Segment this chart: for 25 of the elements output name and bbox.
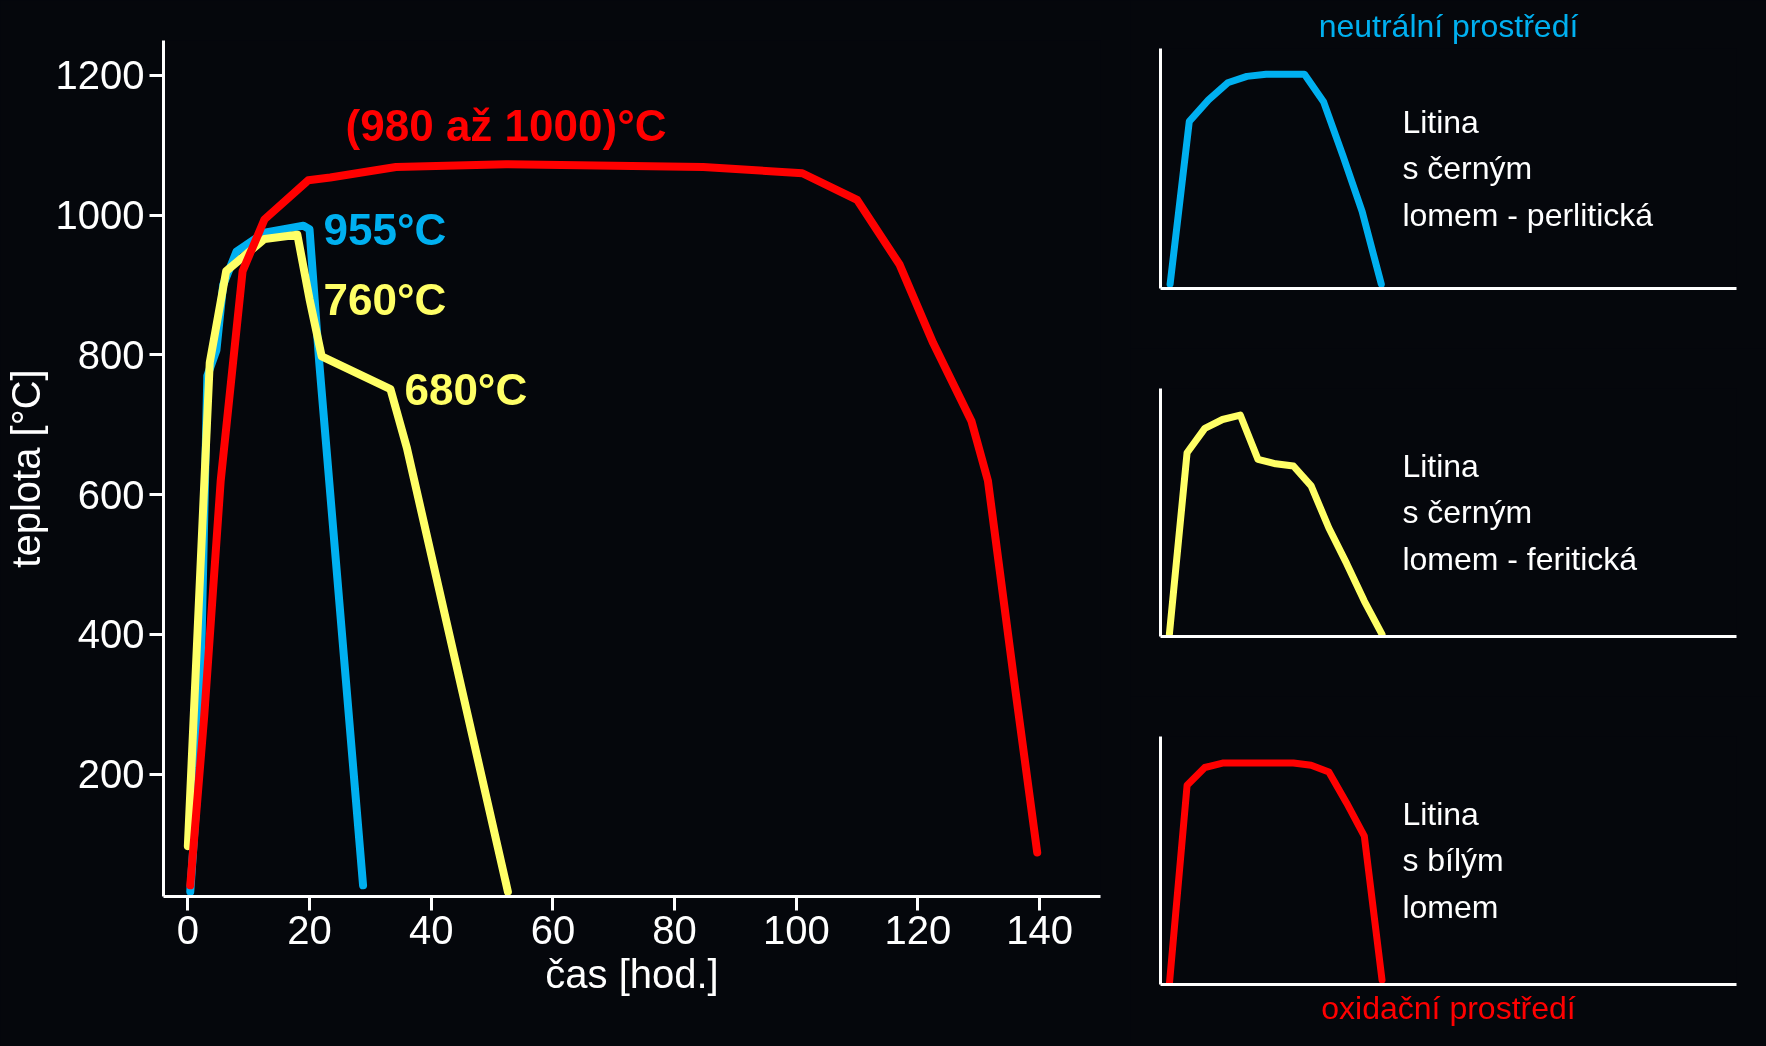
text: Litina s černým lomem - feritická <box>1402 447 1638 578</box>
annotation: 680°C <box>404 364 528 414</box>
x-tick-label: 140 <box>1006 907 1074 952</box>
x-tick-label: 120 <box>884 907 952 952</box>
annotation: (980 až 1000)°C <box>345 101 667 151</box>
y-tick-label: 1000 <box>55 193 145 238</box>
chart-title: neutrální prostředí <box>1318 7 1579 44</box>
x-axis-title: čas [hod.] <box>545 951 719 996</box>
y-tick-label: 800 <box>77 332 145 377</box>
annotation: 760°C <box>323 274 447 324</box>
x-tick-label: 20 <box>287 907 332 952</box>
y-tick-label: 600 <box>77 472 145 517</box>
x-tick-label: 100 <box>762 907 830 952</box>
annotation: 955°C <box>323 204 447 254</box>
text: Litina s černým lomem - perlitická <box>1402 103 1654 234</box>
x-tick-label: 40 <box>408 907 454 952</box>
y-tick-label: 1200 <box>55 53 145 98</box>
x-tick-label: 0 <box>176 907 199 952</box>
x-tick-label: 80 <box>652 907 697 952</box>
y-tick-label: 200 <box>77 752 145 797</box>
y-axis-title: teplota [°C] <box>3 369 48 568</box>
x-tick-label: 60 <box>530 907 576 952</box>
text: Litina s bílým lomem <box>1402 795 1504 926</box>
y-tick-label: 400 <box>77 612 145 657</box>
x-axis-title: oxidační prostředí <box>1321 989 1576 1026</box>
